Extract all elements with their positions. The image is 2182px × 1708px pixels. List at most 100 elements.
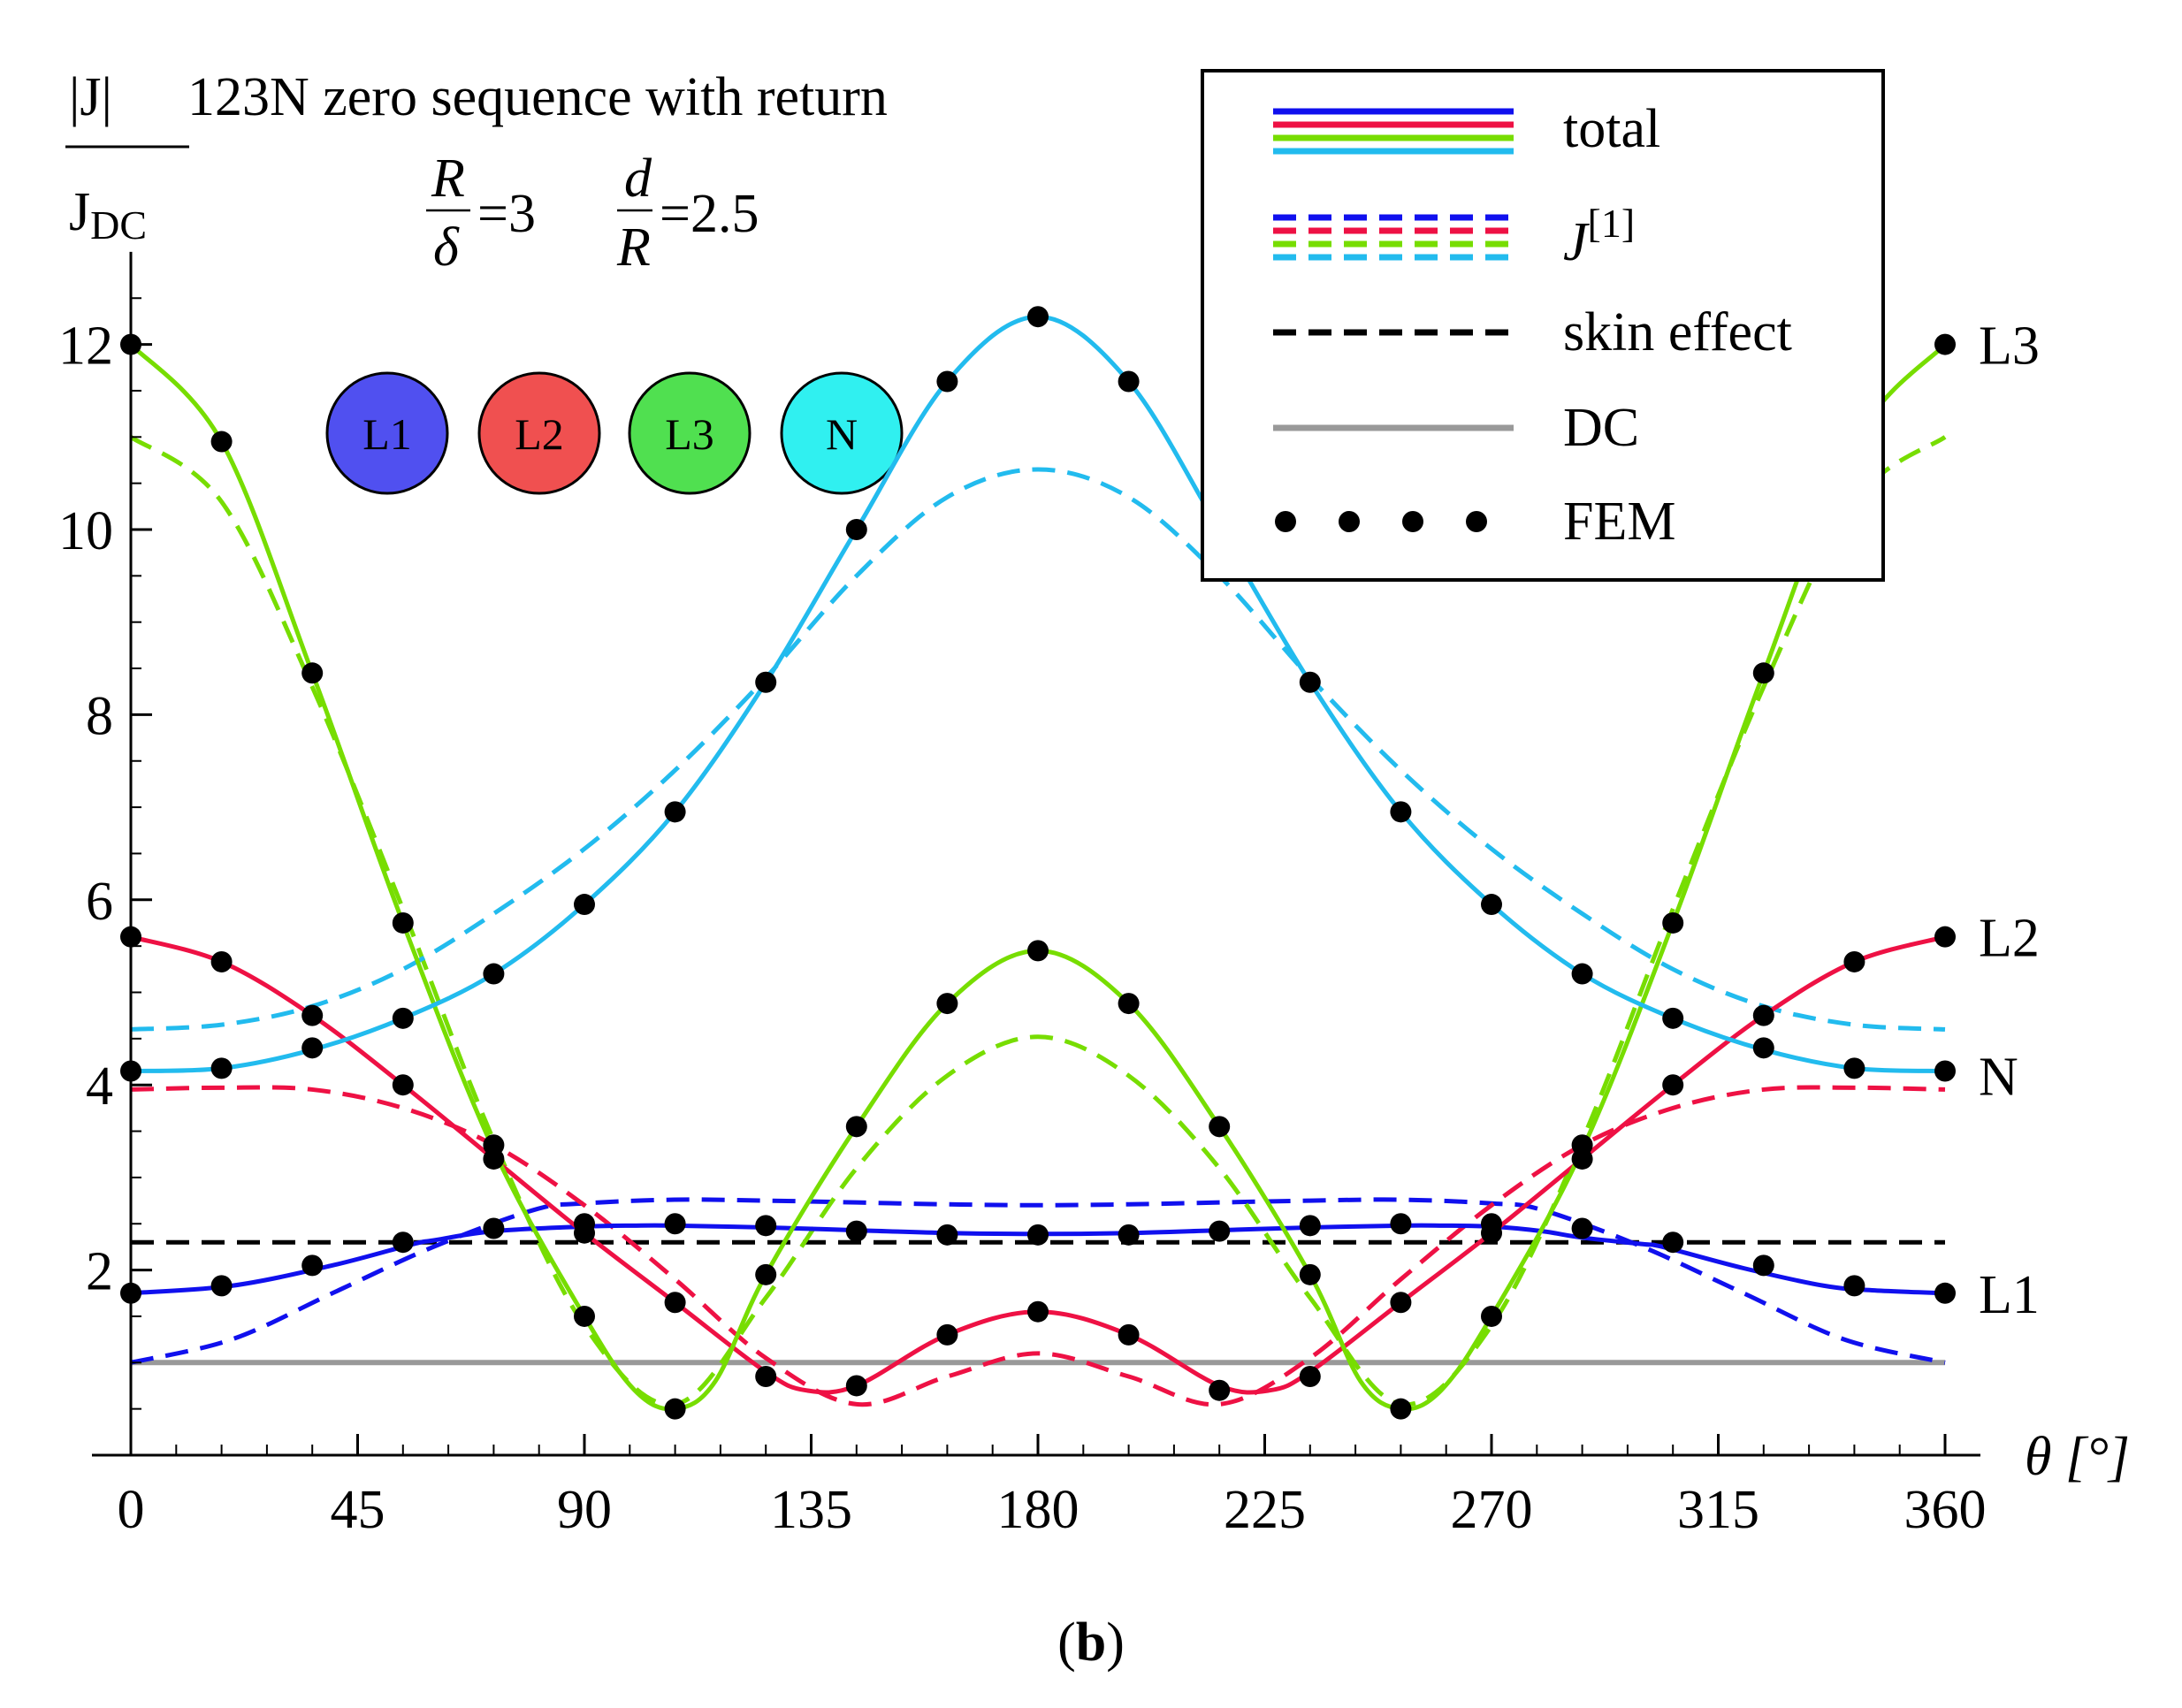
fem-point-l3 xyxy=(664,1398,686,1420)
fem-point-l1 xyxy=(210,1275,233,1297)
fem-point-l1 xyxy=(1390,1213,1412,1235)
curve-label-l3: L3 xyxy=(1979,316,2040,377)
fem-point-l3 xyxy=(1752,662,1774,684)
conductor-N-circle xyxy=(780,371,904,495)
fem-point-l3 xyxy=(483,1134,505,1156)
fem-point-l1 xyxy=(392,1231,414,1254)
x-tick-label: 270 xyxy=(1451,1480,1533,1540)
fem-point-n xyxy=(1934,1060,1956,1082)
x-tick-label: 135 xyxy=(770,1480,852,1540)
y-tick-label: 6 xyxy=(86,872,113,932)
fem-point-l2 xyxy=(1934,926,1956,948)
fem-point-l2 xyxy=(1299,1366,1321,1388)
param-r1-num: R xyxy=(431,149,465,209)
fem-point-n xyxy=(1843,1057,1865,1079)
fem-point-l1 xyxy=(1843,1275,1865,1297)
y-axis-label: |J| JDC xyxy=(65,67,189,248)
legend-fem-dot xyxy=(1466,511,1487,532)
legend-skin-label: skin effect xyxy=(1563,302,1792,362)
fem-point-l2 xyxy=(845,1375,867,1397)
fem-point-n xyxy=(301,1037,324,1059)
conductor-legend: L1 L2 L3 N xyxy=(325,371,904,495)
conductor-L2-label: L2 xyxy=(515,409,564,459)
fem-point-l3 xyxy=(1027,940,1049,962)
x-tick-label: 45 xyxy=(331,1480,385,1540)
fem-point-n xyxy=(1027,306,1049,328)
x-ticks: 0 45 90 135 180 225 270 315 360 xyxy=(118,1434,1987,1540)
legend-dc-label: DC xyxy=(1563,398,1639,458)
fem-point-l2 xyxy=(936,1323,958,1346)
y-tick-label: 8 xyxy=(86,686,113,746)
axes: 0 45 90 135 180 225 270 315 360 2 4 6 8 10 12 xyxy=(58,251,1987,1540)
fem-point-l3 xyxy=(755,1263,777,1285)
fem-point-n xyxy=(1662,1007,1684,1029)
series-l2-j-1 xyxy=(130,1085,1946,1407)
fem-point-l3 xyxy=(301,662,324,684)
curve-label-n: N xyxy=(1979,1048,2018,1108)
fem-point-l1 xyxy=(664,1213,686,1235)
legend-fem-swatch xyxy=(1275,511,1487,532)
fem-point-l3 xyxy=(1662,911,1684,934)
x-tick-label: 180 xyxy=(997,1480,1080,1540)
fem-point-l2 xyxy=(1662,1074,1684,1096)
param-r1-den: δ xyxy=(433,217,460,278)
fem-point-l1 xyxy=(1752,1254,1774,1277)
fem-point-l3 xyxy=(845,1116,867,1138)
legend-fem-dot xyxy=(1339,511,1360,532)
legend-j1-label: J[1] xyxy=(1563,201,1635,272)
fem-point-n xyxy=(936,370,958,393)
fem-point-l1 xyxy=(1299,1215,1321,1237)
fem-point-l3 xyxy=(392,911,414,934)
fem-point-l2 xyxy=(392,1074,414,1096)
fem-point-l3 xyxy=(1481,1305,1502,1327)
fem-point-n xyxy=(483,963,505,985)
fem-point-l1 xyxy=(845,1220,867,1242)
fem-point-l3 xyxy=(574,1305,595,1327)
conductor-N-label: N xyxy=(826,409,858,459)
fem-point-l3 xyxy=(1571,1134,1593,1156)
legend-box xyxy=(1201,69,1885,582)
fem-point-l1 xyxy=(301,1254,324,1277)
series-l1-total xyxy=(130,1223,1946,1296)
param-r2-val: =2.5 xyxy=(660,184,759,244)
fem-point-l2 xyxy=(664,1292,686,1314)
legend-total-label: total xyxy=(1563,99,1660,159)
ylabel-numerator: |J| xyxy=(69,67,112,127)
fem-point-n xyxy=(1752,1037,1774,1059)
fem-point-l1 xyxy=(936,1224,958,1246)
series-n-j-1 xyxy=(130,467,1946,1032)
fem-point-l2 xyxy=(1752,1004,1774,1026)
fem-point-l1 xyxy=(1662,1231,1684,1254)
fem-point-n xyxy=(664,801,686,823)
series-l3-j-1 xyxy=(129,435,1947,1407)
fem-point-l3 xyxy=(1934,333,1956,355)
curve-label-l2: L2 xyxy=(1979,909,2040,969)
fem-point-l1 xyxy=(1934,1282,1956,1304)
y-tick-label: 2 xyxy=(86,1242,113,1302)
y-tick-label: 10 xyxy=(58,501,113,561)
conductor-L2-circle xyxy=(477,371,601,495)
fem-point-l1 xyxy=(483,1217,505,1239)
x-tick-label: 90 xyxy=(557,1480,612,1540)
legend: total J[1] skin effect DC FEM xyxy=(1201,69,1885,582)
curve-label-l1: L1 xyxy=(1979,1265,2040,1325)
fem-point-l1 xyxy=(1118,1224,1140,1246)
series-l2-total xyxy=(130,934,1946,1395)
legend-fem-dot xyxy=(1402,511,1423,532)
fem-point-n xyxy=(845,519,867,540)
legend-fem-label: FEM xyxy=(1563,492,1675,552)
figure-caption: (b) xyxy=(1057,1613,1125,1673)
legend-j1-swatch xyxy=(1273,214,1514,261)
series-l1-j-1 xyxy=(130,1197,1946,1365)
param-r2-den: R xyxy=(616,217,651,278)
conductor-L3-label: L3 xyxy=(665,409,714,459)
fem-point-l1 xyxy=(1571,1217,1593,1239)
fem-point-l2 xyxy=(755,1366,777,1388)
fem-point-l3 xyxy=(1299,1263,1321,1285)
fem-point-l3 xyxy=(1390,1398,1412,1420)
fem-point-l3 xyxy=(936,993,958,1015)
fem-point-l2 xyxy=(574,1222,595,1244)
fem-point-l2 xyxy=(1481,1222,1502,1244)
fem-point-n xyxy=(1481,894,1502,916)
